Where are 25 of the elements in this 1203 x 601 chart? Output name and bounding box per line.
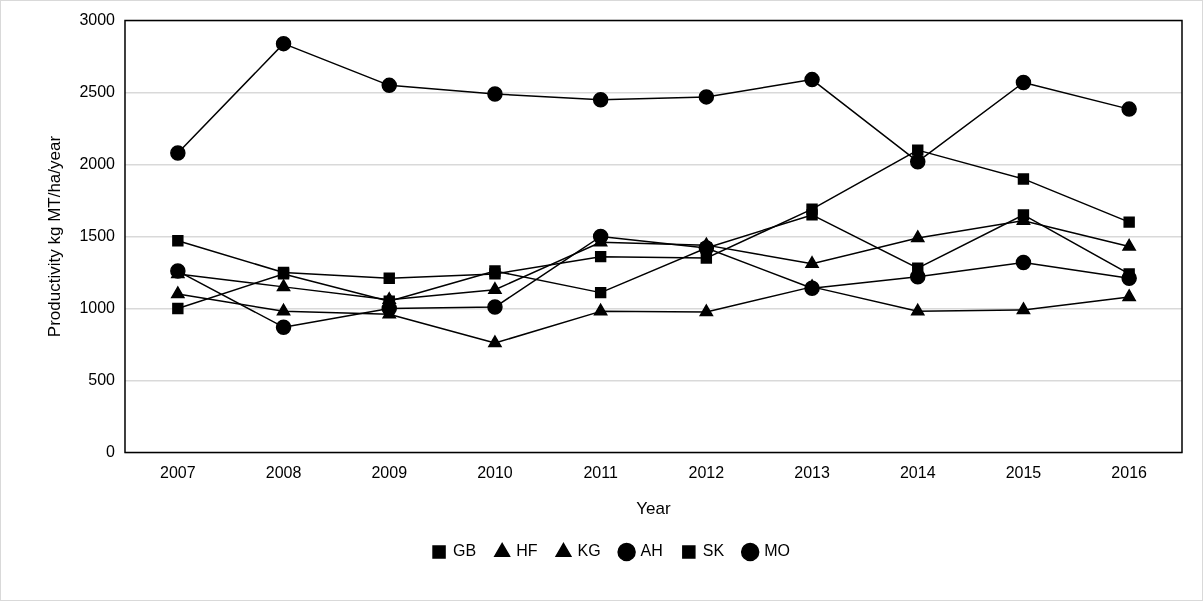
x-axis-title: Year [636,499,671,519]
legend-label: KG [577,542,601,560]
y-tick-label: 0 [106,442,116,460]
x-tick-label: 2016 [1111,464,1148,482]
x-tick-label: 2009 [371,464,408,482]
x-tick-label: 2007 [160,464,196,482]
x-tick-label: 2015 [1005,464,1042,482]
y-tick-label: 2000 [79,154,116,172]
y-tick-label: 1500 [79,226,116,244]
legend-label: AH [640,542,663,560]
x-tick-label: 2012 [688,464,725,482]
legend-label: GB [453,542,477,560]
x-tick-label: 2013 [794,464,830,482]
y-axis-title: Productivity kg MT/ha/year [44,135,64,338]
legend-label: HF [516,542,538,560]
x-tick-label: 2008 [265,464,302,482]
y-tick-label: 500 [88,370,116,388]
legend-label: MO [764,542,790,560]
x-tick-label: 2010 [477,464,513,482]
x-tick-label: 2014 [899,464,936,482]
y-tick-label: 2500 [79,82,116,100]
legend-label: SK [702,542,725,560]
y-tick-label: 3000 [79,11,116,29]
y-tick-label: 1000 [79,298,116,316]
x-tick-label: 2011 [583,464,618,482]
